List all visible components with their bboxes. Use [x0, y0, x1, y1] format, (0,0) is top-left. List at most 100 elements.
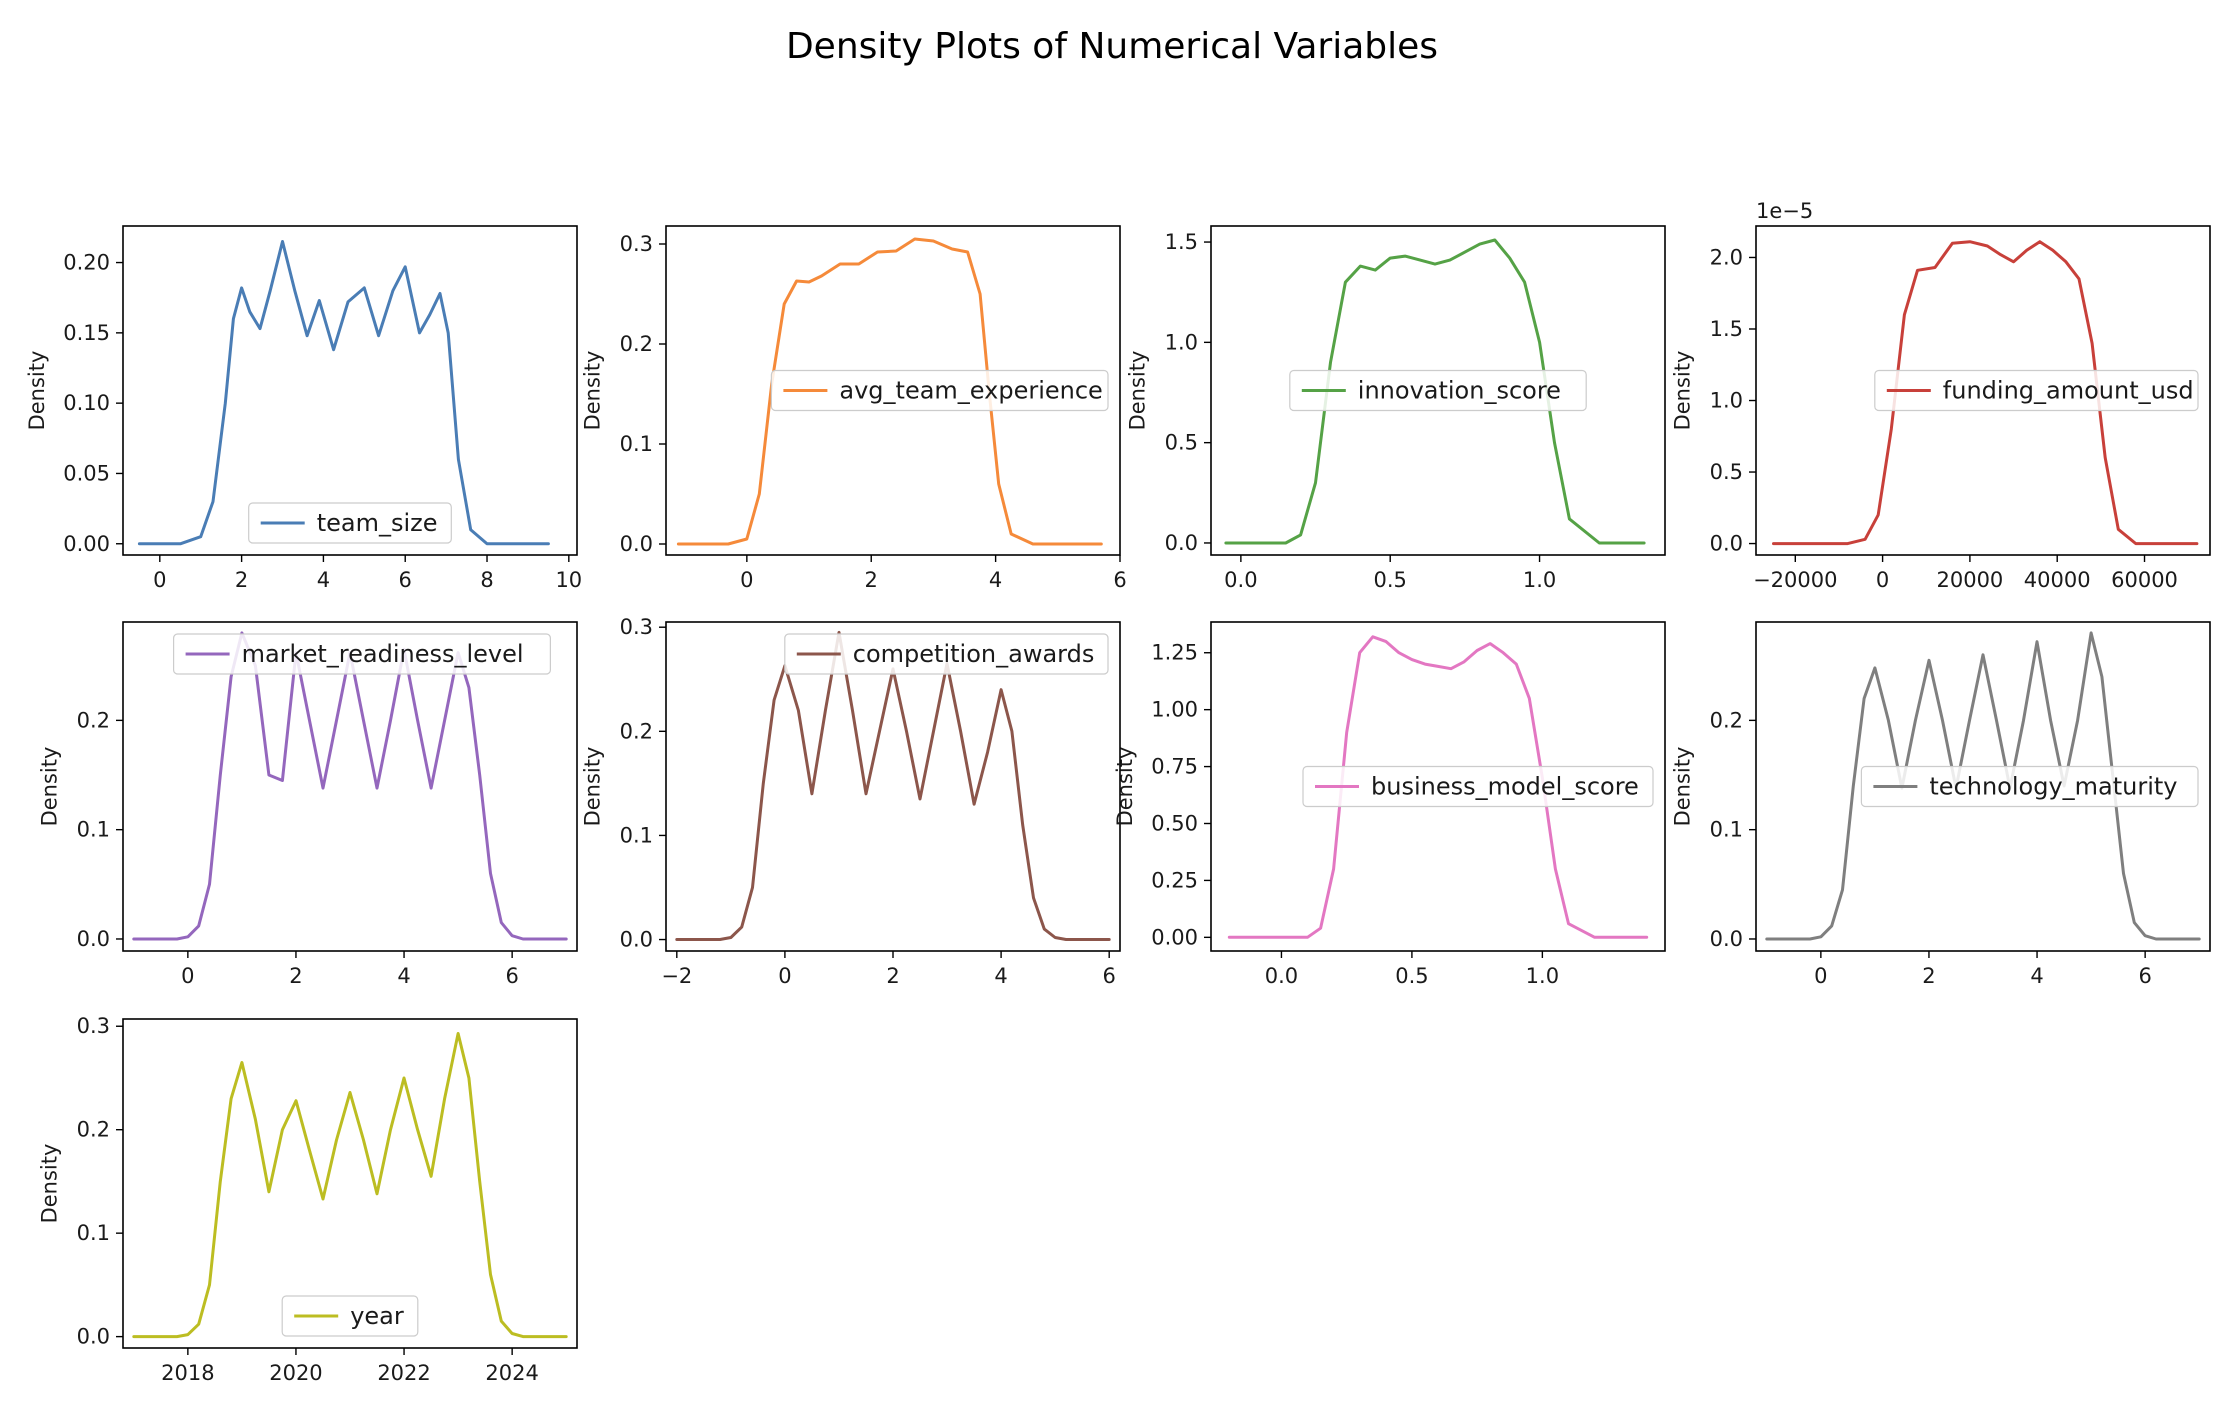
x-tick-label: 6	[399, 568, 412, 592]
y-tick-label: 0.0	[77, 1325, 110, 1349]
subplot-year: 2018 2020 2022 2024 0.0 0.1 0.2 0.3 Density year	[38, 1014, 578, 1385]
legend-label: competition_awards	[853, 640, 1095, 668]
legend: year	[281, 1295, 419, 1337]
legend-box	[173, 633, 551, 675]
x-tick-label: 2024	[485, 1361, 538, 1385]
legend-label: technology_maturity	[1929, 773, 2177, 801]
y-tick-label: 0.1	[620, 823, 653, 847]
y-tick-label: 0.05	[63, 461, 110, 485]
x-tick-label: 8	[480, 568, 493, 592]
y-tick-label: 0.15	[63, 321, 110, 345]
x-tick-label: 1.0	[1523, 568, 1556, 592]
x-tick-label: 6	[1103, 964, 1116, 988]
x-tick-label: 0	[778, 964, 791, 988]
legend: business_model_score	[1302, 765, 1654, 808]
x-tick-label: 0	[181, 964, 194, 988]
y-axis-label: Density	[38, 1144, 62, 1224]
y-tick-label: 0.0	[620, 532, 653, 556]
y-tick-label: 1.5	[1710, 317, 1743, 341]
legend-label: business_model_score	[1371, 773, 1639, 801]
legend: competition_awards	[784, 633, 1109, 675]
x-tick-label: 40000	[2024, 568, 2091, 592]
legend: technology_maturity	[1860, 765, 2199, 808]
axes-frame	[122, 1018, 578, 1349]
y-tick-label: 0.50	[1151, 811, 1198, 835]
y-axis-label: Density	[1671, 351, 1695, 431]
axes-frame	[122, 225, 578, 556]
y-tick-label: 0.00	[1151, 925, 1198, 949]
y-tick-label: 0.2	[77, 708, 110, 732]
axes-frame	[1755, 225, 2211, 556]
y-tick-label: 0.2	[620, 332, 653, 356]
x-tick-label: 6	[505, 964, 518, 988]
x-tick-label: 10	[555, 568, 582, 592]
legend-box	[770, 369, 1109, 412]
y-tick-label: 1.0	[1710, 389, 1743, 413]
legend: team_size	[248, 502, 452, 544]
x-tick-label: −20000	[1753, 568, 1837, 592]
y-tick-label: 0.0	[620, 928, 653, 952]
x-tick-label: 2	[235, 568, 248, 592]
subplot-team_size: 0 2 4 6 8 10 0.00 0.05 0.10 0.15 0.20 Density team_s…	[25, 225, 582, 592]
x-tick-label: 4	[989, 568, 1002, 592]
legend-box	[784, 633, 1109, 675]
x-tick-label: 4	[2030, 964, 2043, 988]
legend-label: funding_amount_usd	[1943, 377, 2194, 405]
legend: market_readiness_level	[173, 633, 551, 675]
axes-frame	[1210, 621, 1666, 952]
legend-box	[1302, 765, 1654, 808]
legend-label: year	[350, 1302, 404, 1330]
subplot-funding_amount_usd: −20000 0 20000 40000 60000 0.0 0.5 1.0 1.5 2.0 Den…	[1671, 199, 2211, 592]
legend: innovation_score	[1289, 369, 1587, 412]
x-tick-label: 0.0	[1265, 964, 1298, 988]
y-tick-label: 1.5	[1165, 230, 1198, 254]
x-tick-label: 2	[289, 964, 302, 988]
x-tick-label: 60000	[2111, 568, 2178, 592]
y-tick-label: 0.00	[63, 532, 110, 556]
x-tick-label: 0	[1876, 568, 1889, 592]
density-line	[676, 237, 1103, 546]
y-tick-label: 0.1	[77, 818, 110, 842]
legend-box	[1289, 369, 1587, 412]
x-tick-label: 0	[153, 568, 166, 592]
subplot-avg_team_experience: 0 2 4 6 0.0 0.1 0.2 0.3 Density avg_team_experien…	[581, 225, 1127, 592]
y-axis-label: Density	[581, 747, 605, 827]
x-tick-label: 20000	[1936, 568, 2003, 592]
legend-box	[1860, 765, 2199, 808]
x-tick-label: 0.5	[1395, 964, 1428, 988]
y-axis-offset-label: 1e−5	[1756, 199, 1813, 223]
x-tick-label: 1.0	[1526, 964, 1559, 988]
y-tick-label: 1.0	[1165, 330, 1198, 354]
y-tick-label: 0.0	[1710, 532, 1743, 556]
x-tick-label: 4	[317, 568, 330, 592]
figure-title: Density Plots of Numerical Variables	[786, 26, 1438, 67]
subplot-grid: 0 2 4 6 8 100.000.050.100.150.20Densityteam_s…	[25, 199, 2211, 1385]
y-tick-label: 1.00	[1151, 698, 1198, 722]
axes-frame	[1755, 621, 2211, 952]
x-tick-label: 4	[994, 964, 1007, 988]
x-tick-label: 0.0	[1224, 568, 1257, 592]
subplot-competition_awards: −2 0 2 4 6 0.0 0.1 0.2 0.3 Density competition_awa…	[581, 615, 1121, 988]
x-tick-label: 2	[1922, 964, 1935, 988]
y-tick-label: 0.3	[77, 1014, 110, 1038]
y-tick-label: 0.5	[1710, 460, 1743, 484]
y-tick-label: 0.1	[1710, 818, 1743, 842]
y-axis-label: Density	[1113, 747, 1137, 827]
y-tick-label: 0.0	[77, 927, 110, 951]
y-tick-label: 2.0	[1710, 245, 1743, 269]
axes-frame	[122, 621, 578, 952]
y-tick-label: 0.10	[63, 391, 110, 415]
y-tick-label: 0.2	[1710, 708, 1743, 732]
y-tick-label: 0.3	[620, 615, 653, 639]
y-tick-label: 1.25	[1151, 641, 1198, 665]
x-tick-label: 4	[397, 964, 410, 988]
y-tick-label: 0.3	[620, 232, 653, 256]
density-line	[132, 1032, 568, 1339]
y-tick-label: 0.25	[1151, 868, 1198, 892]
x-tick-label: 2020	[269, 1361, 322, 1385]
y-axis-label: Density	[581, 351, 605, 431]
x-tick-label: 0	[740, 568, 753, 592]
legend-box	[248, 502, 452, 544]
